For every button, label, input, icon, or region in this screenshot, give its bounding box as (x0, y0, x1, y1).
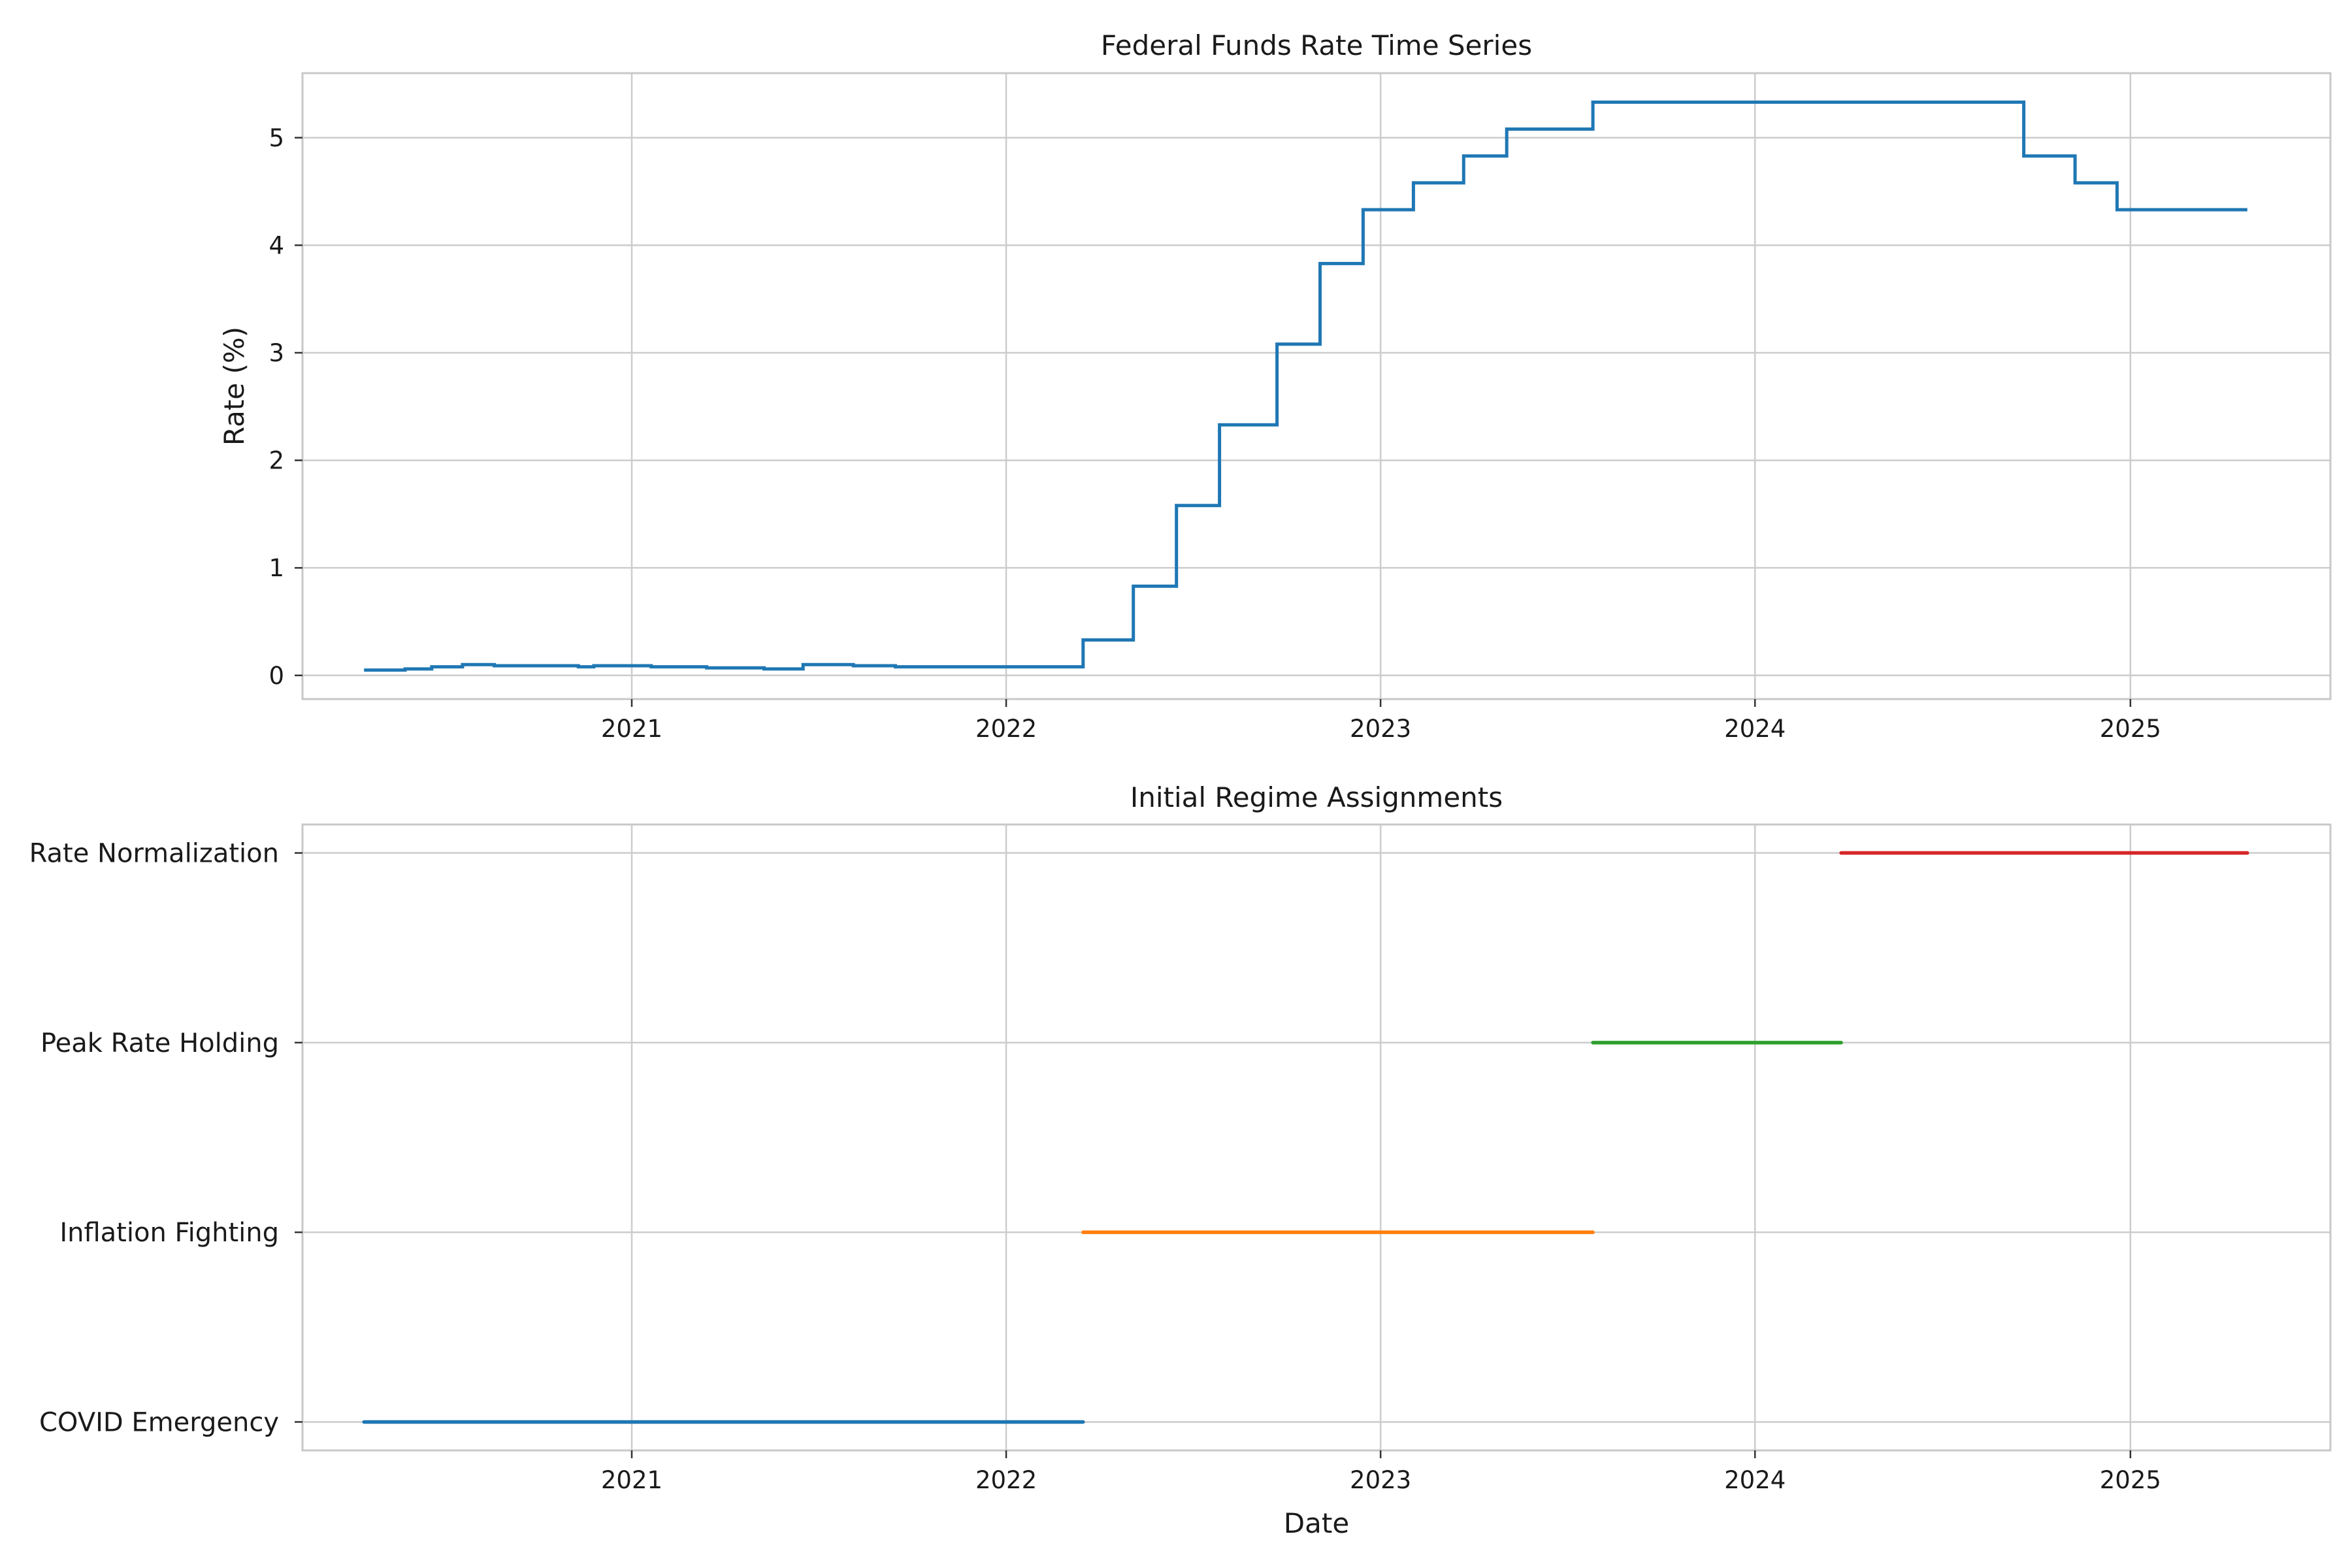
bottom-x-tick-label: 2025 (2100, 1466, 2161, 1494)
top-y-ticks: 0 1 2 3 4 5 (269, 124, 302, 690)
rate-time-series-panel: 2021 2022 2023 2024 2025 0 1 2 3 4 5 Federal Fund… (218, 29, 2332, 743)
top-y-tick-label: 5 (269, 124, 284, 152)
bottom-axes-frame (301, 823, 2332, 1452)
top-x-ticks: 2021 2022 2023 2024 2025 (601, 699, 2161, 743)
rate-series (364, 100, 2247, 672)
regime-assignments-panel: 2021 2022 2023 2024 2025 COVID Emergency Infl… (29, 781, 2332, 1539)
regime-category-label: Inflation Fighting (59, 1218, 279, 1248)
bottom-x-tick-label: 2023 (1350, 1466, 1411, 1494)
top-x-tick-label: 2024 (1724, 715, 1786, 743)
bottom-x-axis-label: Date (1284, 1507, 1349, 1539)
top-x-tick-label: 2025 (2100, 715, 2161, 743)
top-y-axis-label: Rate (%) (218, 327, 250, 446)
regime-category-label: Rate Normalization (29, 839, 279, 869)
top-x-tick-label: 2023 (1350, 715, 1411, 743)
top-axes-frame (301, 72, 2332, 700)
bottom-chart-title: Initial Regime Assignments (1130, 781, 1503, 813)
bottom-x-ticks: 2021 2022 2023 2024 2025 (601, 1450, 2161, 1494)
top-x-tick-label: 2021 (601, 715, 662, 743)
top-chart-title: Federal Funds Rate Time Series (1101, 29, 1532, 61)
top-y-tick-label: 2 (269, 447, 284, 475)
regime-segments (362, 851, 2249, 1424)
bottom-x-tick-label: 2024 (1724, 1466, 1786, 1494)
top-y-tick-label: 1 (269, 554, 284, 582)
top-gridlines (302, 73, 2330, 699)
top-y-tick-label: 4 (269, 231, 284, 259)
bottom-y-ticks: COVID Emergency Inflation Fighting Peak Ra… (29, 839, 302, 1437)
top-x-tick-label: 2022 (975, 715, 1037, 743)
rate-line (364, 100, 2247, 672)
bottom-x-tick-label: 2022 (975, 1466, 1037, 1494)
top-y-tick-label: 3 (269, 339, 284, 367)
regime-category-label: Peak Rate Holding (41, 1028, 279, 1058)
regime-category-label: COVID Emergency (39, 1407, 279, 1437)
bottom-x-tick-label: 2021 (601, 1466, 662, 1494)
top-y-tick-label: 0 (269, 662, 284, 690)
